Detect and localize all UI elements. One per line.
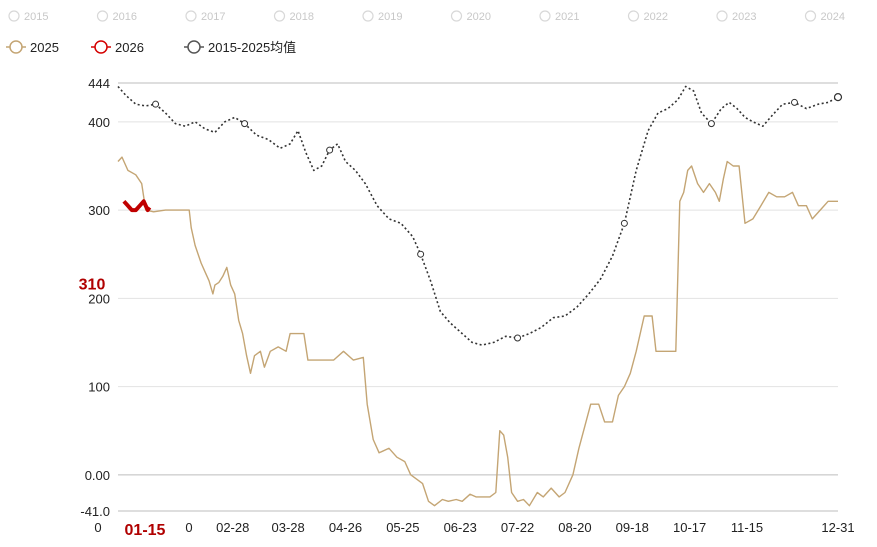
x-tick-label: 09-18 — [616, 520, 649, 535]
x-tick-label: 10-17 — [673, 520, 706, 535]
faded-legend-marker-icon — [716, 10, 728, 22]
faded-legend-marker-icon — [8, 10, 20, 22]
faded-legend-marker-icon — [804, 10, 817, 22]
series-point — [152, 100, 160, 108]
faded-legend-marker-icon — [627, 10, 640, 22]
ring-marker-icon — [187, 40, 201, 54]
y-tick-label: 0.00 — [85, 468, 110, 483]
series-point — [326, 146, 334, 154]
y-tick-label: 444 — [88, 76, 110, 91]
y-tick-label: -41.0 — [80, 504, 110, 519]
faded-legend-marker-icon — [539, 10, 551, 22]
faded-legend-label: 2023 — [732, 11, 756, 23]
faded-legend-marker-icon — [96, 10, 109, 22]
ring-marker-icon — [9, 40, 23, 54]
faded-legend-marker-icon — [185, 10, 197, 22]
x-axis-ticks: 0 0 02-28 03-28 04-26 05-25 06-23 07-22 08-20 09-… — [94, 520, 854, 535]
x-tick-label: 06-23 — [444, 520, 477, 535]
series-line-2026 — [122, 199, 152, 213]
series-point — [707, 120, 715, 128]
x-tick-label: 11-15 — [731, 520, 763, 535]
highlight-labels: 310 01-15 — [79, 276, 166, 539]
faded-legend-label: 2017 — [201, 11, 225, 23]
x-tick-label: 05-25 — [386, 520, 419, 535]
faded-legend-label: 2024 — [821, 11, 845, 23]
series-point — [514, 334, 522, 342]
series-line-2015-2025均值 — [117, 85, 839, 346]
faded-legend-marker-icon — [273, 10, 286, 22]
legend: 2025 2026 2015-2025均值 — [6, 40, 296, 55]
x-tick-label: 03-28 — [271, 520, 304, 535]
gridlines — [118, 82, 838, 512]
faded-legend-row: 2015 2016 2017 2018 2019 2020 2021 2022 2023 2024 — [8, 10, 845, 23]
x-tick-label: 08-20 — [558, 520, 591, 535]
series-line-2025 — [117, 156, 838, 507]
highlight-x-label: 01-15 — [125, 522, 166, 539]
series-lines — [117, 85, 843, 507]
faded-legend-label: 2021 — [555, 11, 579, 23]
ring-marker-icon — [94, 40, 108, 54]
faded-legend-label: 2022 — [644, 11, 668, 23]
faded-legend-label: 2019 — [378, 11, 402, 23]
faded-legend-marker-icon — [362, 10, 374, 22]
series-point — [620, 219, 628, 227]
x-tick-label: 0 — [185, 520, 192, 535]
faded-legend-label: 2015 — [24, 11, 48, 23]
series-point — [241, 120, 249, 128]
x-tick-label: 02-28 — [216, 520, 249, 535]
y-axis-ticks: -41.0 0.00 100 200 300 400 444 — [80, 76, 110, 519]
series-point — [833, 93, 843, 102]
y-tick-label: 100 — [88, 380, 110, 395]
legend-label: 2026 — [115, 40, 144, 55]
faded-legend-marker-icon — [450, 10, 463, 22]
highlight-y-label: 310 — [79, 276, 106, 293]
x-tick-label: 0 — [94, 520, 101, 535]
x-tick-label: 12-31 — [821, 520, 854, 535]
x-tick-label: 04-26 — [329, 520, 362, 535]
series-point — [790, 98, 798, 106]
y-tick-label: 400 — [88, 115, 110, 130]
legend-label: 2015-2025均值 — [208, 40, 296, 55]
legend-label: 2025 — [30, 40, 59, 55]
y-tick-label: 200 — [88, 291, 110, 306]
y-tick-label: 300 — [88, 203, 110, 218]
x-tick-label: 07-22 — [501, 520, 534, 535]
faded-legend-label: 2016 — [113, 11, 137, 23]
faded-legend-label: 2018 — [290, 11, 314, 23]
series-point — [417, 250, 425, 258]
faded-legend-label: 2020 — [467, 11, 491, 23]
